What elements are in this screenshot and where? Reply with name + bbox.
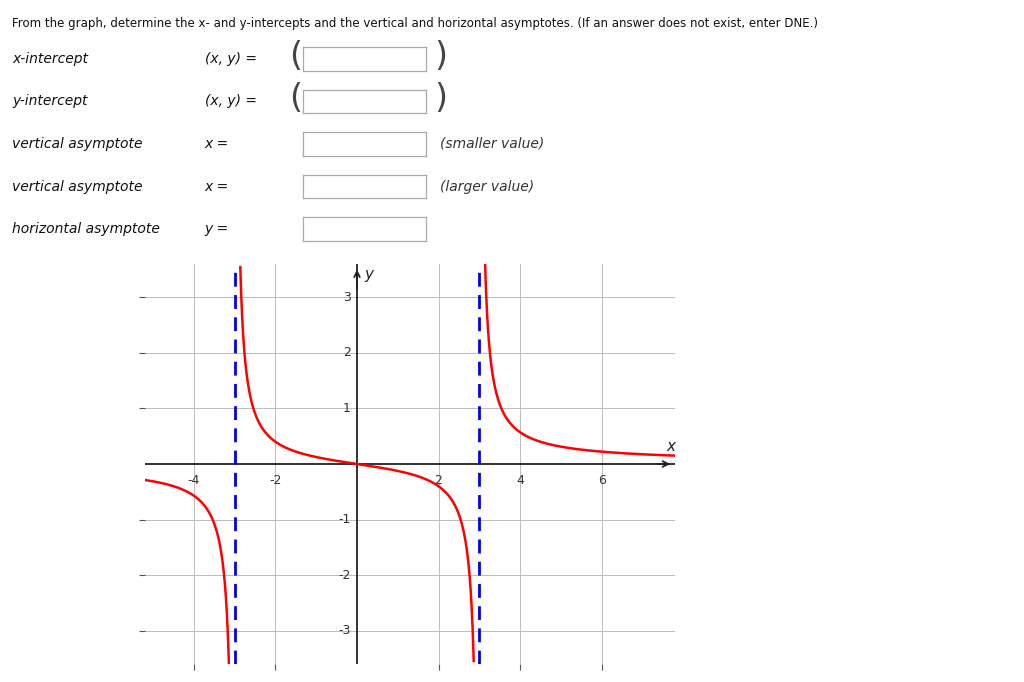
Text: 2: 2 (343, 346, 351, 359)
Text: horizontal asymptote: horizontal asymptote (12, 222, 160, 236)
Text: 4: 4 (516, 474, 524, 487)
Text: x =: x = (205, 137, 229, 151)
Text: 6: 6 (598, 474, 605, 487)
Text: From the graph, determine the x- and y-intercepts and the vertical and horizonta: From the graph, determine the x- and y-i… (12, 17, 818, 30)
Text: vertical asymptote: vertical asymptote (12, 137, 142, 151)
Text: -2: -2 (339, 569, 351, 582)
Text: 2: 2 (434, 474, 442, 487)
Text: (: ( (289, 82, 302, 115)
Text: (larger value): (larger value) (440, 179, 535, 194)
Text: -2: -2 (269, 474, 282, 487)
Text: (x, y) =: (x, y) = (205, 52, 257, 65)
Text: x =: x = (205, 179, 229, 194)
Text: ): ) (434, 40, 447, 72)
Text: -3: -3 (339, 624, 351, 637)
Text: 1: 1 (343, 402, 351, 415)
Text: y-intercept: y-intercept (12, 94, 88, 108)
Text: vertical asymptote: vertical asymptote (12, 179, 142, 194)
Text: -1: -1 (339, 513, 351, 526)
Text: (: ( (289, 40, 302, 72)
Text: (x, y) =: (x, y) = (205, 94, 257, 108)
Text: ): ) (434, 82, 447, 115)
Text: x-intercept: x-intercept (12, 52, 88, 65)
Text: y: y (365, 267, 374, 282)
Text: -4: -4 (187, 474, 200, 487)
Text: y =: y = (205, 222, 229, 236)
Text: (smaller value): (smaller value) (440, 137, 545, 151)
Text: x: x (667, 439, 676, 454)
Text: 3: 3 (343, 291, 351, 304)
